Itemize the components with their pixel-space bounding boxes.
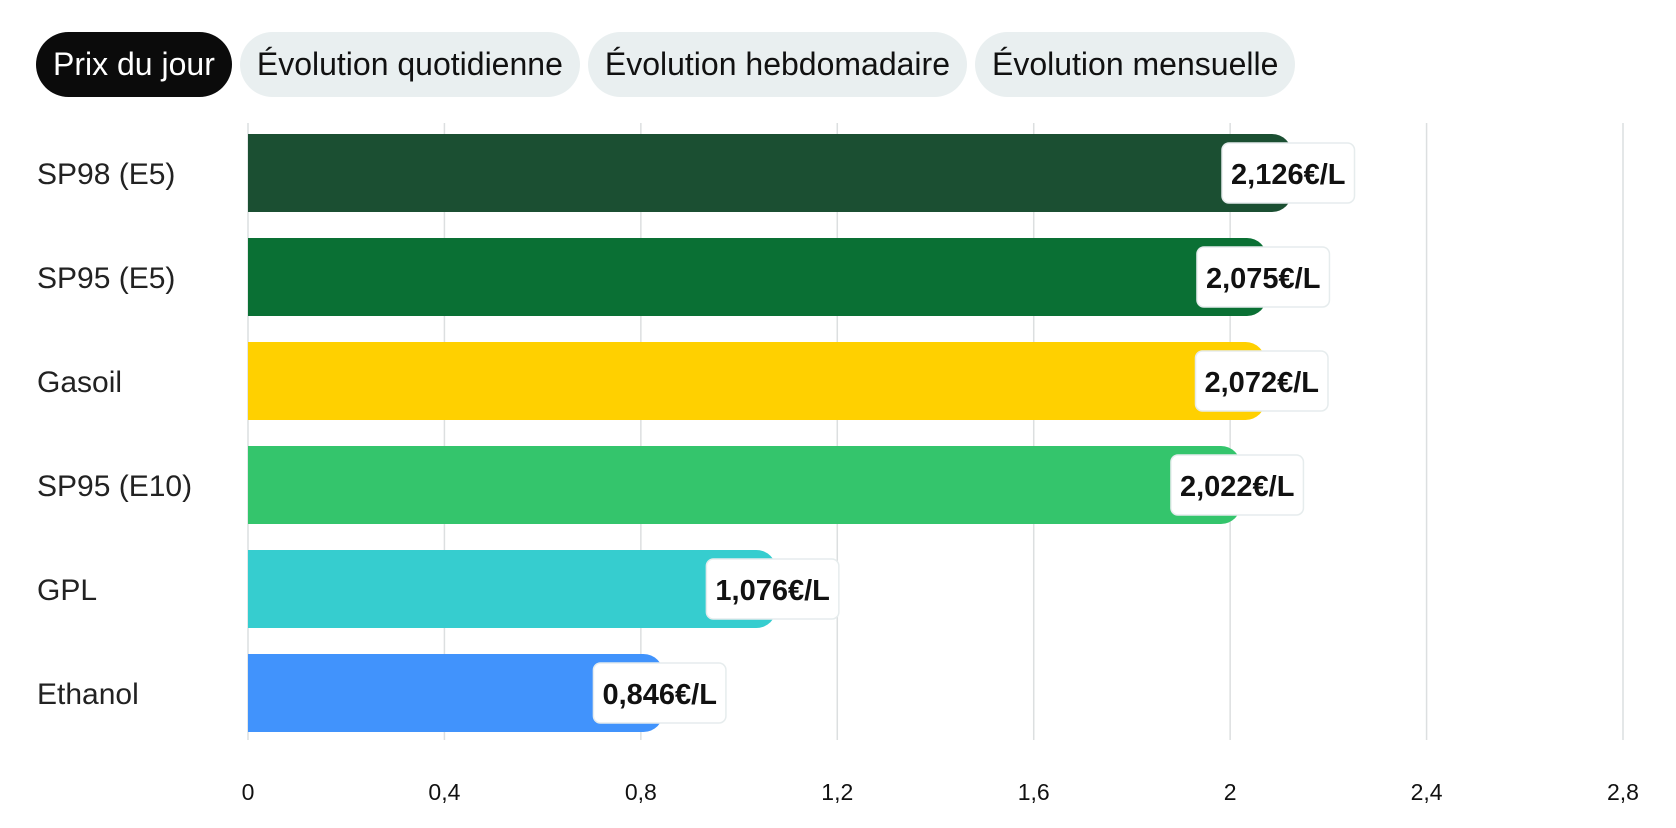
value-label-sp98-e5: 2,126€/L (1221, 142, 1356, 204)
category-label: Ethanol (37, 678, 139, 711)
tab-evolution-quotidienne[interactable]: Évolution quotidienne (239, 32, 580, 97)
category-label: SP95 (E10) (37, 470, 192, 503)
tab-evolution-mensuelle[interactable]: Évolution mensuelle (974, 32, 1296, 97)
x-tick-label: 0,8 (625, 779, 657, 805)
value-label-box (705, 558, 840, 620)
bar-sp95-e10 (248, 446, 1241, 524)
value-label-text: 2,022€/L (1180, 471, 1294, 503)
bar-sp98-e5 (248, 134, 1293, 212)
value-label-box (1221, 142, 1356, 204)
value-label-gpl: 1,076€/L (705, 558, 840, 620)
value-label-box (1196, 246, 1331, 308)
bars (248, 134, 1293, 732)
category-label: GPL (37, 574, 97, 607)
value-label-ethanol: 0,846€/L (592, 662, 727, 724)
x-tick-label: 2,8 (1607, 779, 1639, 805)
value-labels: 2,126€/L 2,075€/L 2,072€/L 2,022€/L 1,076€/L… (592, 142, 1356, 724)
x-tick-label: 1,6 (1018, 779, 1050, 805)
value-label-gasoil: 2,072€/L (1194, 350, 1329, 412)
category-labels: SP98 (E5) SP95 (E5) Gasoil SP95 (E10) GPL Eth… (37, 158, 192, 711)
x-tick-label: 2 (1224, 779, 1237, 805)
category-label: SP98 (E5) (37, 158, 175, 191)
x-axis-tick-labels: 0 0,4 0,8 1,2 1,6 2 2,4 2,8 (242, 779, 1639, 805)
bar-sp95-e5 (248, 238, 1267, 316)
value-label-box (1170, 454, 1305, 516)
period-tabs: Prix du jour Évolution quotidienne Évolu… (36, 32, 1296, 97)
bar-ethanol (248, 654, 664, 732)
value-label-box (1194, 350, 1329, 412)
value-label-box (592, 662, 727, 724)
value-label-text: 0,846€/L (602, 679, 716, 711)
value-label-text: 1,076€/L (715, 575, 829, 607)
bar-gasoil (248, 342, 1266, 420)
category-label: Gasoil (37, 366, 122, 399)
tab-evolution-hebdomadaire[interactable]: Évolution hebdomadaire (587, 32, 967, 97)
x-tick-label: 0,4 (428, 779, 460, 805)
value-label-sp95-e10: 2,022€/L (1170, 454, 1305, 516)
bar-gpl (248, 550, 777, 628)
gridlines (247, 123, 1624, 740)
value-label-text: 2,072€/L (1205, 367, 1319, 399)
value-label-text: 2,126€/L (1231, 159, 1345, 191)
tab-prix-du-jour[interactable]: Prix du jour (36, 32, 232, 97)
x-tick-label: 2,4 (1411, 779, 1443, 805)
x-tick-label: 1,2 (821, 779, 853, 805)
value-label-sp95-e5: 2,075€/L (1196, 246, 1331, 308)
value-label-text: 2,075€/L (1206, 263, 1320, 295)
x-tick-label: 0 (242, 779, 255, 805)
category-label: SP95 (E5) (37, 262, 175, 295)
